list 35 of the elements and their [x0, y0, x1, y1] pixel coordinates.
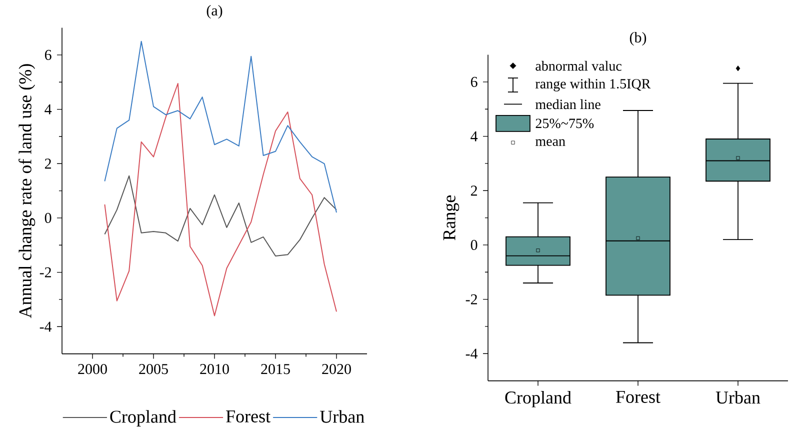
- x-tick-label: 2000: [78, 364, 107, 374]
- x-tick-label: Forest: [616, 391, 660, 403]
- line-series: [104, 40, 338, 214]
- legend-label: Cropland: [110, 410, 176, 427]
- y-tick-label: 2: [470, 186, 477, 196]
- x-tick-label: 2010: [200, 364, 229, 374]
- x-tick-label: 2015: [261, 364, 290, 374]
- chart-title: (a): [206, 5, 222, 19]
- y-tick-label: 0: [470, 240, 478, 250]
- x-tick-label: Cropland: [505, 391, 572, 408]
- y-tick-label: -2: [40, 267, 51, 278]
- annotation: range within 1.5IQR: [535, 78, 651, 92]
- y-tick-label: -4: [466, 348, 478, 359]
- legend-label: Forest: [226, 410, 270, 423]
- y-tick-label: 2: [44, 158, 51, 169]
- y-tick-label: 6: [470, 76, 478, 88]
- annotation: abnormal valuc: [536, 60, 622, 71]
- y-tick-label: -4: [40, 322, 52, 332]
- x-tick-label: 2020: [322, 364, 351, 374]
- annotation: median line: [536, 99, 600, 110]
- x-tick-label: Urban: [716, 391, 760, 404]
- y-axis-title: Annual change rate of land use (%): [18, 64, 36, 318]
- annotation: 25%~75%: [536, 118, 594, 128]
- y-tick-label: 4: [44, 104, 52, 114]
- y-tick-label: 0: [44, 212, 52, 224]
- legend-label: Urban: [320, 410, 364, 423]
- annotation: mean: [536, 139, 566, 146]
- y-tick-label: 6: [44, 50, 52, 60]
- chart-title: (b): [630, 32, 646, 46]
- x-tick-label: 2005: [139, 364, 168, 374]
- line-series: [104, 83, 338, 316]
- y-tick-label: 4: [470, 131, 478, 142]
- y-tick-label: -2: [466, 294, 477, 304]
- y-axis-title: Range: [443, 195, 460, 240]
- line-series: [104, 175, 338, 257]
